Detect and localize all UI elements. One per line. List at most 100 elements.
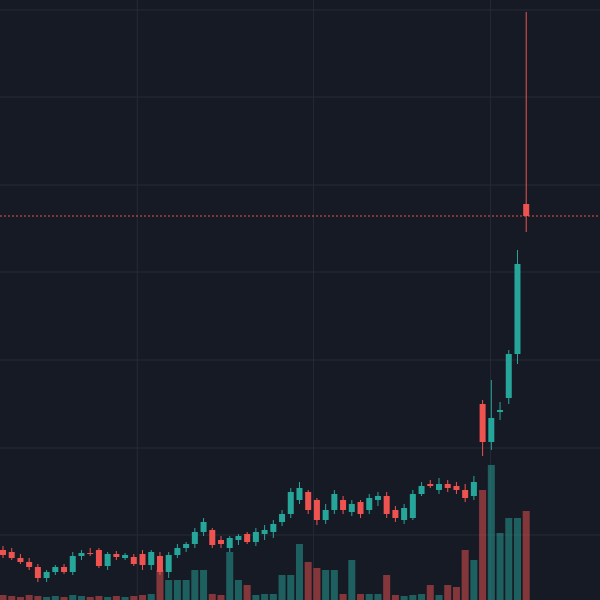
candle-body bbox=[130, 557, 137, 564]
candle-body bbox=[427, 484, 434, 486]
volume-bar bbox=[470, 560, 478, 600]
candle-body bbox=[122, 555, 129, 558]
volume-bar bbox=[487, 465, 495, 600]
candle-body bbox=[87, 553, 94, 554]
volume-bar bbox=[112, 596, 120, 600]
candle-body bbox=[270, 524, 277, 532]
candle-body bbox=[409, 494, 416, 518]
volume-bar bbox=[191, 570, 199, 600]
volume-bar bbox=[252, 595, 260, 600]
candle-body bbox=[497, 410, 504, 412]
candle-body bbox=[418, 486, 425, 494]
candle-body bbox=[183, 544, 190, 548]
volume-bar bbox=[278, 575, 286, 600]
candle-body bbox=[470, 482, 477, 496]
candle-body bbox=[340, 500, 347, 510]
candle-body bbox=[374, 496, 381, 500]
candle-body bbox=[357, 502, 364, 514]
volume-bar bbox=[452, 587, 460, 600]
candle-body bbox=[104, 554, 111, 566]
candle-body bbox=[366, 498, 373, 510]
candle-body bbox=[174, 548, 181, 555]
candle-body bbox=[43, 572, 50, 578]
candle-body bbox=[392, 510, 399, 518]
candle-body bbox=[61, 567, 68, 572]
volume-bar bbox=[269, 594, 277, 600]
volume-bar bbox=[383, 575, 391, 600]
volume-bar bbox=[173, 580, 181, 600]
candle-body bbox=[0, 550, 6, 555]
volume-bar bbox=[322, 570, 330, 600]
volume-bar bbox=[8, 596, 16, 600]
volume-bar bbox=[43, 597, 51, 600]
candle-body bbox=[200, 522, 207, 532]
volume-bar bbox=[16, 597, 24, 600]
volume-bar bbox=[226, 552, 234, 600]
candle-body bbox=[252, 532, 259, 542]
volume-bar bbox=[86, 597, 94, 600]
candle-body bbox=[226, 538, 233, 548]
volume-bar bbox=[0, 595, 7, 600]
candle-body bbox=[444, 484, 451, 488]
volume-bar bbox=[313, 568, 321, 600]
volume-bar bbox=[139, 595, 147, 600]
candle-body bbox=[313, 500, 320, 520]
candle-body bbox=[8, 552, 15, 558]
volume-bar bbox=[130, 596, 138, 600]
volume-bar bbox=[522, 511, 530, 600]
volume-bar bbox=[365, 594, 373, 600]
volume-bar bbox=[165, 580, 173, 600]
candle-body bbox=[287, 492, 294, 514]
volume-bar bbox=[217, 595, 225, 600]
candle-body bbox=[34, 567, 41, 578]
volume-bar bbox=[156, 570, 164, 600]
candle-body bbox=[165, 555, 172, 572]
candle-body bbox=[331, 494, 338, 510]
volume-bar bbox=[435, 595, 443, 600]
volume-bar bbox=[513, 518, 521, 600]
volume-bar bbox=[182, 580, 190, 600]
volume-bar bbox=[261, 594, 269, 600]
volume-bar bbox=[51, 596, 59, 600]
volume-bar bbox=[418, 594, 426, 600]
volume-bar bbox=[295, 544, 303, 600]
candle-body bbox=[296, 488, 303, 500]
volume-bar bbox=[234, 580, 242, 600]
volume-bar bbox=[34, 596, 42, 600]
volume-bar bbox=[426, 585, 434, 600]
candle-body bbox=[305, 492, 312, 510]
candle-body bbox=[218, 540, 224, 544]
volume-bar bbox=[461, 550, 469, 600]
volume-bar bbox=[104, 597, 112, 600]
candle-body bbox=[401, 508, 408, 520]
volume-bar bbox=[243, 585, 251, 600]
candle-body bbox=[505, 354, 512, 398]
candle-body bbox=[26, 562, 33, 567]
candle-body bbox=[209, 530, 216, 545]
candle-body bbox=[523, 204, 530, 216]
volume-bar bbox=[60, 597, 68, 600]
candle-body bbox=[139, 554, 146, 565]
volume-bar bbox=[304, 562, 312, 600]
candle-body bbox=[462, 490, 469, 498]
volume-bar bbox=[374, 594, 382, 600]
candle-body bbox=[348, 504, 355, 512]
candle-body bbox=[261, 530, 268, 534]
volume-bar bbox=[147, 594, 155, 600]
candle-body bbox=[235, 536, 242, 540]
candle-body bbox=[113, 554, 120, 557]
candle-body bbox=[479, 404, 486, 442]
volume-bar bbox=[69, 595, 77, 600]
candle-body bbox=[436, 484, 442, 490]
volume-bar bbox=[200, 570, 208, 600]
candle-body bbox=[383, 496, 390, 514]
volume-bar bbox=[330, 570, 338, 600]
volume-bar bbox=[208, 594, 216, 600]
volume-bar bbox=[479, 490, 487, 600]
candle-body bbox=[148, 552, 155, 565]
candle-body bbox=[514, 264, 521, 354]
candle-body bbox=[95, 550, 102, 566]
candle-body bbox=[52, 567, 59, 572]
candle-body bbox=[78, 553, 85, 556]
